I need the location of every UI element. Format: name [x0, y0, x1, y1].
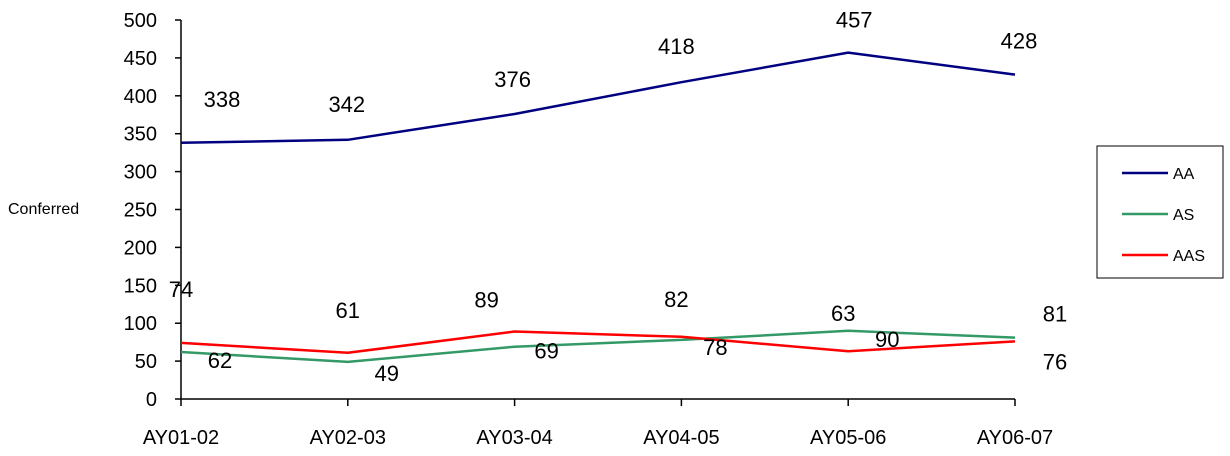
- y-tick-label: 300: [124, 162, 157, 184]
- y-tick-label: 250: [124, 200, 157, 222]
- data-label-aa: 428: [1001, 29, 1038, 54]
- axes: 0 50 100 150 200 250 300 350 400 450 500 AY01-02 AY0…: [124, 10, 1054, 449]
- data-label-as: 49: [375, 361, 399, 386]
- data-label-aas: 76: [1043, 349, 1067, 374]
- series-line-aas: [180, 330, 1016, 355]
- data-label-aas: 61: [336, 298, 360, 323]
- x-tick-label: AY06-07: [977, 427, 1053, 449]
- x-tick-label: AY02-03: [310, 427, 386, 449]
- series-line-as: [180, 329, 1016, 364]
- data-labels: 338 342 376 418 457 428 62 49 69 78 90 81 74 61 89 82 63…: [169, 8, 1067, 386]
- x-tick-label: AY01-02: [143, 427, 219, 449]
- data-label-aas: 82: [664, 287, 688, 312]
- y-tick-label: 150: [124, 275, 157, 297]
- series-lines: [180, 51, 1016, 364]
- data-label-as: 90: [875, 327, 899, 352]
- data-label-aas: 63: [831, 301, 855, 326]
- data-label-aa: 457: [836, 8, 873, 33]
- y-tick-label: 350: [124, 124, 157, 146]
- data-label-aa: 376: [494, 67, 531, 92]
- y-tick-label: 400: [124, 86, 157, 108]
- data-label-aa: 338: [204, 87, 241, 112]
- legend-label-aas: AAS: [1173, 248, 1205, 265]
- data-label-aa: 342: [328, 92, 365, 117]
- legend-label-as: AS: [1173, 207, 1194, 224]
- series-line-aa: [180, 51, 1016, 145]
- data-label-as: 78: [703, 335, 727, 360]
- y-tick-label: 450: [124, 48, 157, 70]
- y-tick-label: 500: [124, 10, 157, 32]
- y-tick-label: 50: [135, 351, 157, 373]
- legend-label-aa: AA: [1173, 166, 1195, 183]
- x-tick-label: AY03-04: [476, 427, 552, 449]
- data-label-aas: 89: [474, 288, 498, 313]
- legend: AA AS AAS: [1096, 145, 1224, 279]
- y-tick-label: 200: [124, 237, 157, 259]
- x-tick-label: AY05-06: [810, 427, 886, 449]
- data-label-aa: 418: [658, 34, 695, 59]
- data-label-as: 81: [1043, 302, 1067, 327]
- y-tick-label: 100: [124, 313, 157, 335]
- x-tick-label: AY04-05: [643, 427, 719, 449]
- data-label-aas: 74: [169, 277, 193, 302]
- y-axis-title: Conferred: [8, 201, 79, 218]
- data-label-as: 62: [208, 348, 232, 373]
- data-label-as: 69: [534, 339, 558, 364]
- y-tick-label: 0: [146, 389, 157, 411]
